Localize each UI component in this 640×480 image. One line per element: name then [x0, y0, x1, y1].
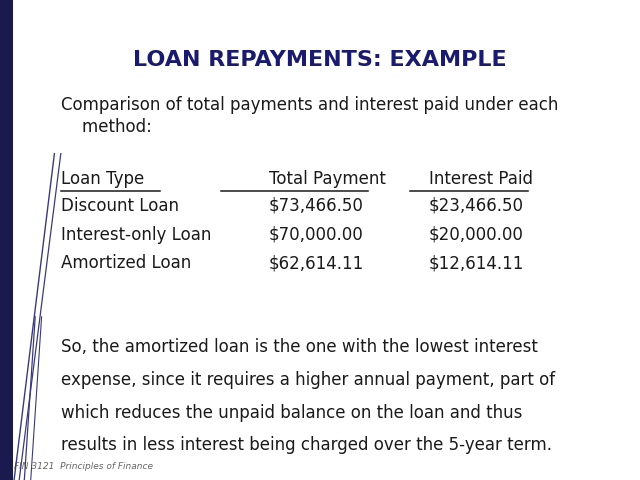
Text: $62,614.11: $62,614.11 — [269, 254, 364, 273]
Text: which reduces the unpaid balance on the loan and thus: which reduces the unpaid balance on the … — [61, 404, 522, 422]
Text: Total Payment: Total Payment — [269, 170, 386, 188]
Text: Interest-only Loan: Interest-only Loan — [61, 226, 211, 244]
Text: So, the amortized loan is the one with the lowest interest: So, the amortized loan is the one with t… — [61, 338, 538, 356]
Text: results in less interest being charged over the 5-year term.: results in less interest being charged o… — [61, 436, 552, 454]
Text: expense, since it requires a higher annual payment, part of: expense, since it requires a higher annu… — [61, 371, 555, 389]
Text: Comparison of total payments and interest paid under each: Comparison of total payments and interes… — [61, 96, 558, 114]
Text: $12,614.11: $12,614.11 — [429, 254, 524, 273]
Text: Discount Loan: Discount Loan — [61, 197, 179, 215]
Text: Interest Paid: Interest Paid — [429, 170, 532, 188]
Text: $20,000.00: $20,000.00 — [429, 226, 524, 244]
Text: $73,466.50: $73,466.50 — [269, 197, 364, 215]
Text: $23,466.50: $23,466.50 — [429, 197, 524, 215]
Text: method:: method: — [61, 118, 152, 136]
Text: Amortized Loan: Amortized Loan — [61, 254, 191, 273]
Text: $70,000.00: $70,000.00 — [269, 226, 364, 244]
Text: LOAN REPAYMENTS: EXAMPLE: LOAN REPAYMENTS: EXAMPLE — [133, 50, 507, 71]
Text: Loan Type: Loan Type — [61, 170, 144, 188]
Text: FIN 3121  Principles of Finance: FIN 3121 Principles of Finance — [14, 462, 153, 471]
